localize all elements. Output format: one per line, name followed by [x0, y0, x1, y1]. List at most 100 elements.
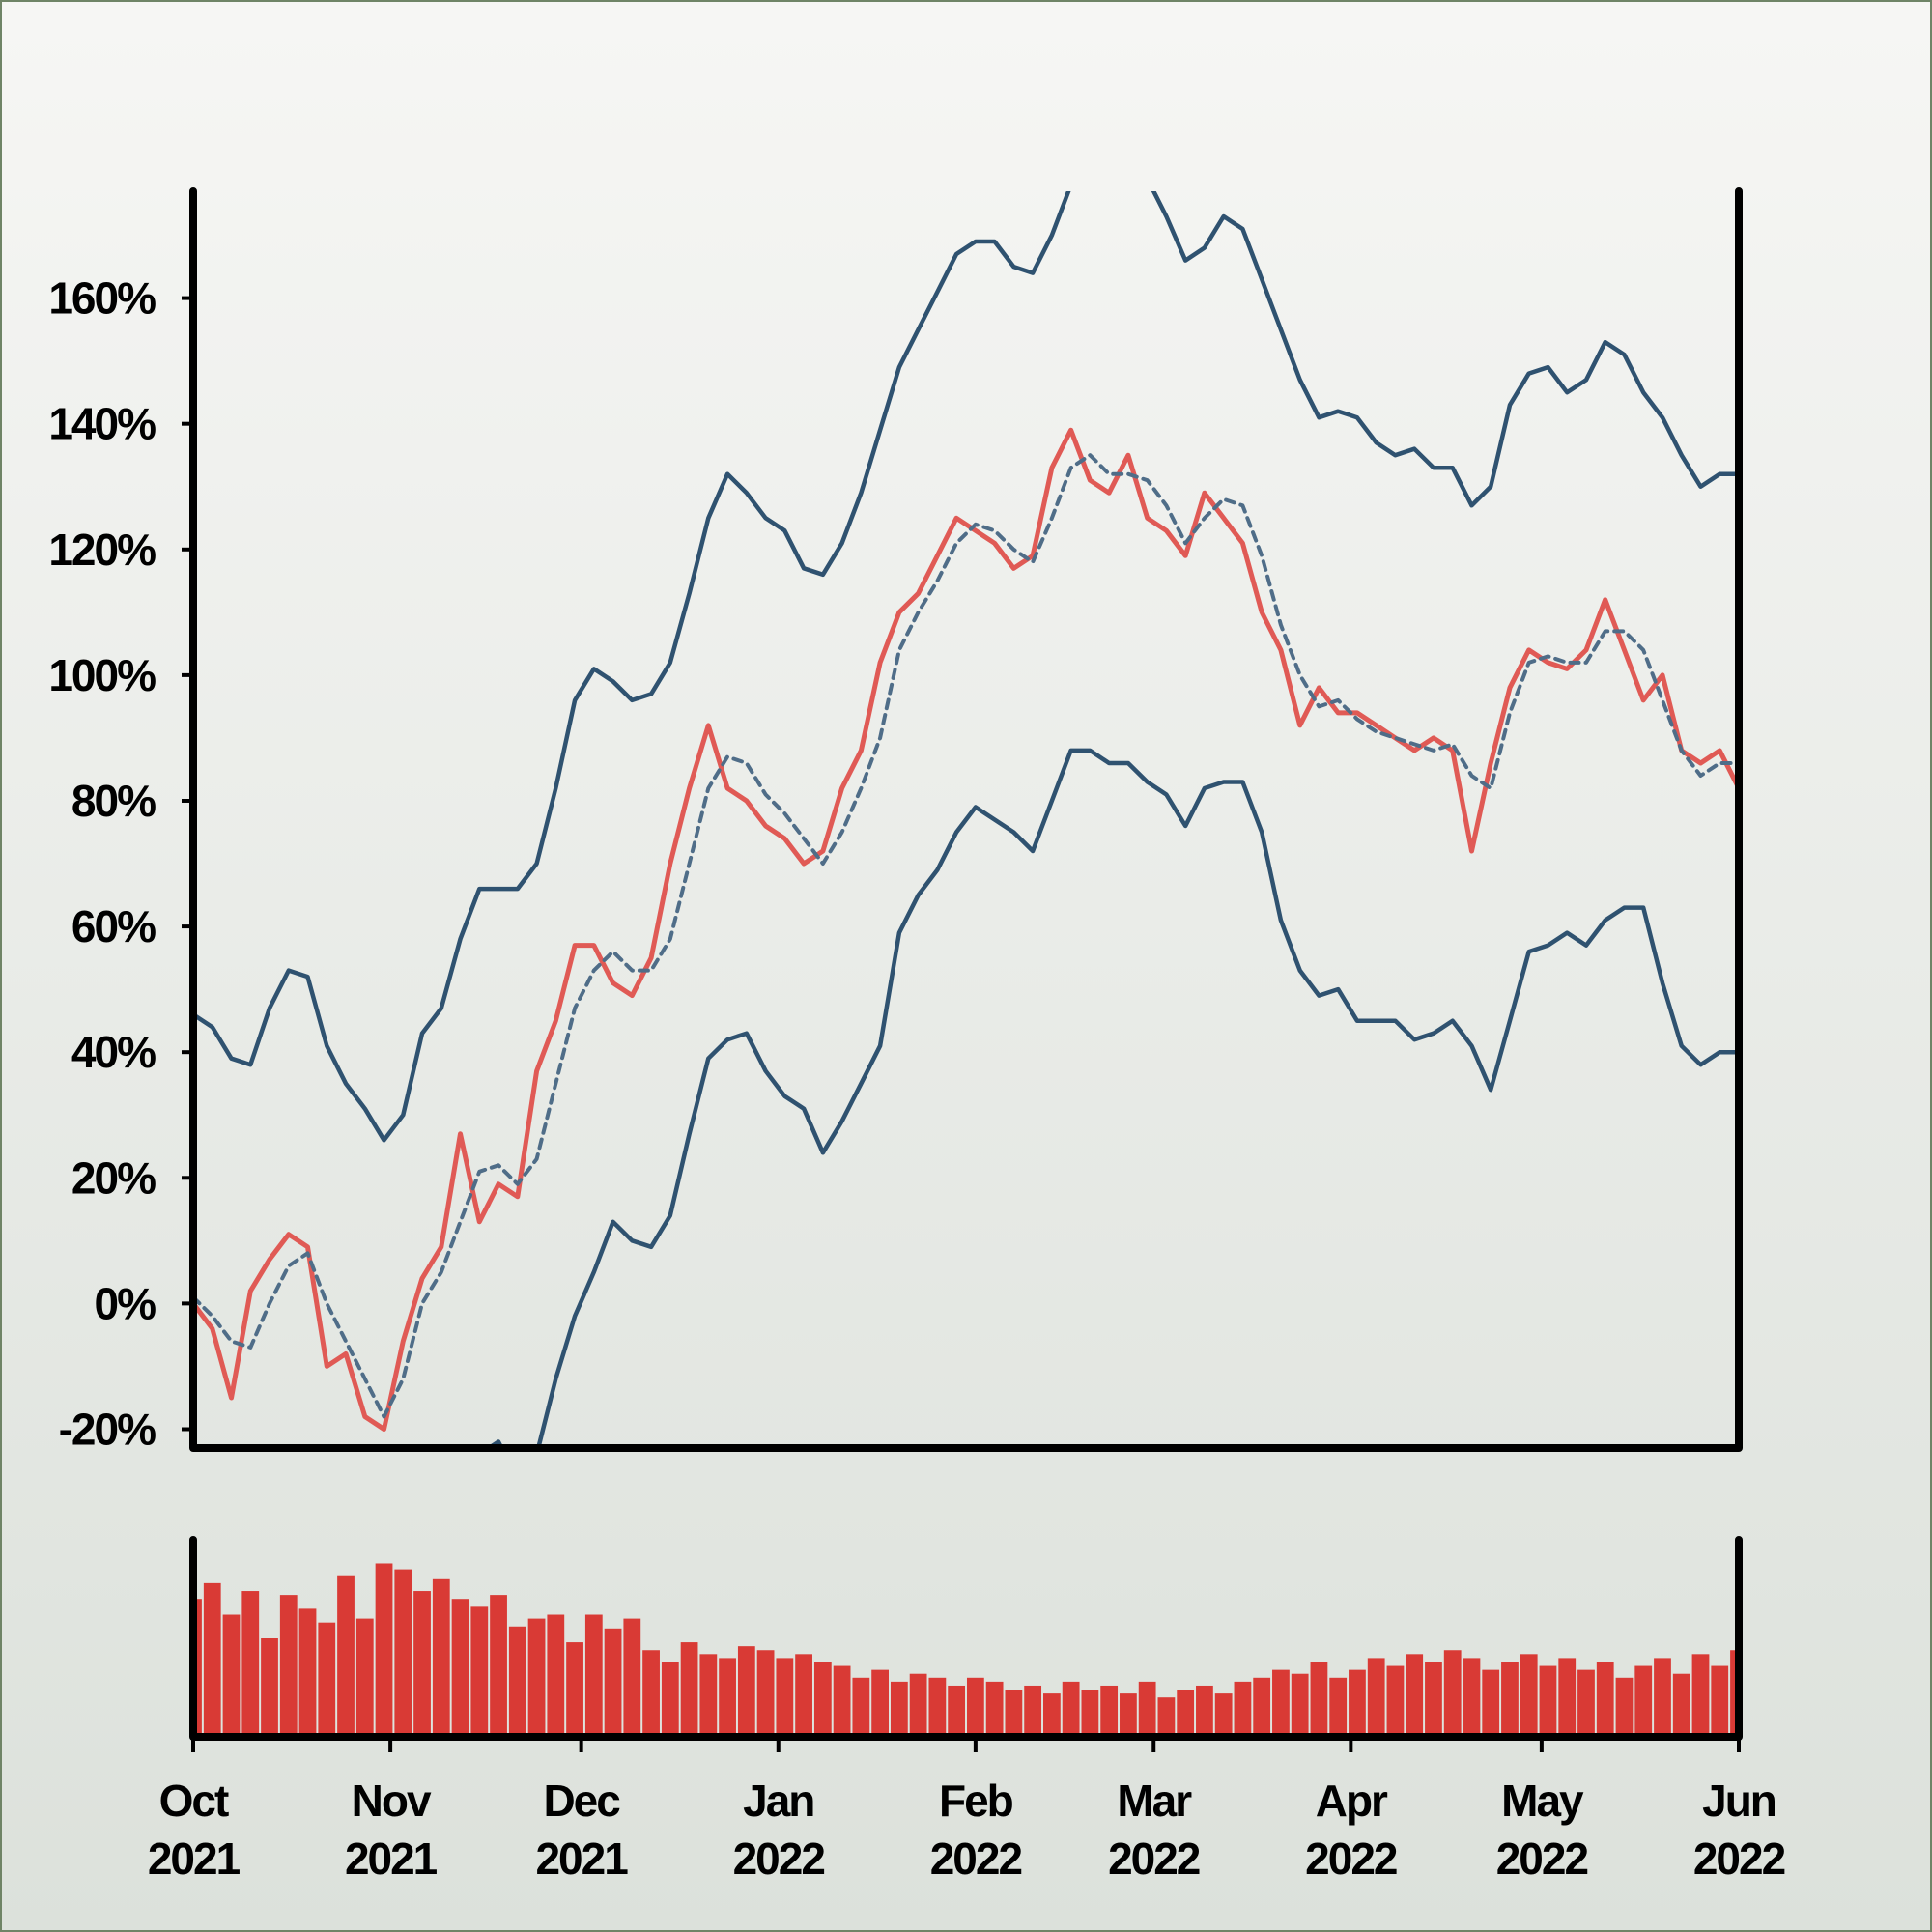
volume-bar — [661, 1662, 679, 1737]
volume-bar — [1100, 1685, 1119, 1737]
volume-bar — [1024, 1685, 1042, 1737]
volume-bar — [890, 1681, 908, 1737]
volume-bar — [1577, 1669, 1595, 1737]
volume-bar — [813, 1662, 832, 1737]
x-tick-label-line: 2022 — [1305, 1833, 1397, 1884]
volume-bar — [470, 1606, 489, 1737]
x-tick-label: Jun 2022 — [1693, 1776, 1785, 1884]
x-tick-label: Feb 2022 — [930, 1776, 1022, 1884]
axes: -20% 0% 20% 40% 60% 80% 100% 120% 140% 160% Oct 202… — [48, 187, 1787, 1884]
volume-bar — [584, 1614, 603, 1737]
volume-bar — [375, 1563, 393, 1737]
x-tick-label-line: Nov — [352, 1776, 432, 1826]
x-tick-label-line: Apr — [1316, 1776, 1388, 1826]
volume-bar — [604, 1628, 622, 1737]
volume-bar — [1349, 1669, 1366, 1737]
axis-frame — [189, 1536, 1743, 1741]
volume-bar — [242, 1591, 260, 1737]
y-tick-label: 100% — [48, 650, 156, 700]
y-tick-label: 140% — [48, 399, 156, 449]
volume-bar — [193, 1599, 202, 1737]
volume-bar — [1711, 1665, 1729, 1737]
x-tick-label-line: 2022 — [930, 1833, 1022, 1884]
x-tick-label-line: Jan — [743, 1776, 813, 1826]
volume-bar — [852, 1677, 870, 1737]
y-tick-label: 60% — [71, 901, 156, 952]
x-tick-label-line: Mar — [1117, 1776, 1192, 1826]
volume-plot — [193, 1563, 1739, 1737]
volume-bar — [871, 1669, 889, 1737]
series-line — [485, 748, 1739, 1448]
y-tick-label: 20% — [71, 1152, 156, 1203]
volume-bar — [203, 1582, 221, 1737]
volume-bar — [337, 1575, 355, 1737]
volume-bar — [1558, 1658, 1577, 1737]
volume-bar — [432, 1578, 450, 1737]
volume-bar — [451, 1599, 469, 1737]
volume-bar — [1043, 1693, 1061, 1737]
x-tick-label-line: 2021 — [148, 1833, 241, 1884]
volume-bar — [508, 1626, 526, 1737]
volume-bar — [355, 1618, 374, 1737]
volume-bar — [1501, 1662, 1519, 1737]
x-tick-label-line: Feb — [939, 1776, 1013, 1826]
volume-bar — [1596, 1662, 1614, 1737]
volume-bar — [566, 1642, 583, 1737]
volume-bar — [1367, 1658, 1385, 1737]
x-tick-label-line: 2022 — [733, 1833, 825, 1884]
volume-bar — [1730, 1650, 1739, 1737]
volume-bar — [1539, 1665, 1557, 1737]
volume-bar — [318, 1622, 336, 1737]
volume-bar — [985, 1681, 1004, 1737]
x-tick-label: Dec 2021 — [535, 1776, 628, 1884]
y-tick-label: 120% — [48, 525, 156, 575]
volume-bar — [1654, 1658, 1671, 1737]
series-line — [193, 191, 1739, 1143]
volume-bar — [623, 1618, 641, 1737]
volume-bar — [928, 1677, 947, 1737]
volume-bar — [1272, 1669, 1290, 1737]
volume-bar — [719, 1658, 736, 1737]
volume-bar — [1482, 1669, 1500, 1737]
y-tick-label: -20% — [59, 1404, 156, 1454]
volume-bar — [1120, 1693, 1137, 1737]
volume-bar — [1406, 1654, 1424, 1737]
volume-bar — [1062, 1681, 1080, 1737]
volume-bar — [948, 1685, 966, 1737]
volume-bar — [527, 1618, 546, 1737]
volume-bar — [1196, 1685, 1213, 1737]
x-tick-label-line: Jun — [1702, 1776, 1776, 1826]
x-tick-label-line: 2022 — [1108, 1833, 1200, 1884]
x-tick-label: Mar 2022 — [1108, 1776, 1200, 1884]
volume-bar — [1005, 1690, 1023, 1737]
volume-bar — [1386, 1665, 1405, 1737]
volume-bar — [1329, 1677, 1348, 1737]
volume-bar — [1463, 1658, 1481, 1737]
y-tick-label: 0% — [95, 1278, 156, 1328]
volume-bar — [1310, 1662, 1328, 1737]
volume-bar — [547, 1614, 565, 1737]
volume-bar — [1634, 1665, 1653, 1737]
x-tick-label: Nov 2021 — [345, 1776, 438, 1884]
axis-frame — [189, 187, 1743, 1452]
volume-bar — [966, 1677, 984, 1737]
x-tick-label-line: Oct — [159, 1776, 229, 1826]
volume-bar — [1177, 1690, 1195, 1737]
series-line — [193, 453, 1739, 1419]
volume-bar — [261, 1638, 278, 1737]
x-tick-label-line: 2021 — [345, 1833, 438, 1884]
volume-bar — [1443, 1650, 1462, 1737]
y-tick-label: 40% — [71, 1027, 156, 1077]
volume-bar — [490, 1595, 507, 1737]
volume-bar — [776, 1658, 794, 1737]
volume-bar — [1425, 1662, 1442, 1737]
y-tick-label: 160% — [48, 273, 156, 324]
volume-bar — [1691, 1654, 1710, 1737]
y-tick-label: 80% — [71, 776, 156, 826]
volume-bar — [1672, 1673, 1690, 1737]
volume-bar — [222, 1614, 241, 1737]
volume-bar — [1615, 1677, 1634, 1737]
volume-bar — [795, 1654, 812, 1737]
volume-bar — [1253, 1677, 1271, 1737]
x-tick-label-line: 2022 — [1693, 1833, 1785, 1884]
